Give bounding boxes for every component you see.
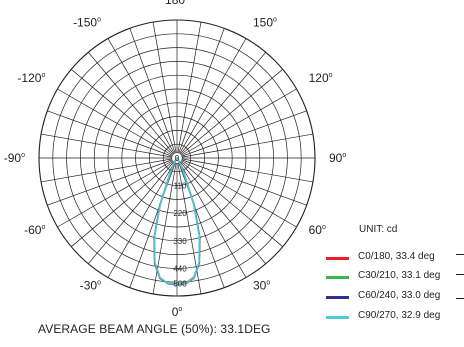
radial-tick-label: 0	[175, 154, 180, 163]
angle-label: -90o	[4, 151, 25, 165]
grid-spoke	[129, 28, 178, 159]
angle-label: 30o	[253, 279, 270, 293]
angle-label: 0o	[172, 305, 183, 319]
angle-label: 120o	[309, 71, 333, 85]
grid-spoke	[176, 157, 283, 247]
radial-tick-label: 110	[174, 182, 187, 191]
unit-label: UNIT: cd	[359, 224, 398, 235]
edge-tick	[456, 254, 464, 255]
legend-swatch-c0	[326, 257, 349, 260]
grid-spoke	[129, 157, 178, 288]
grid-spoke	[47, 110, 178, 159]
grid-spoke	[176, 22, 202, 159]
legend-label-c90: C90/270, 32.9 deg	[358, 310, 441, 321]
angle-label: -150o	[73, 15, 101, 29]
angle-label: 60o	[309, 223, 326, 237]
grid-spoke	[107, 157, 178, 278]
angle-label: -120o	[17, 71, 45, 85]
legend-label-c0: C0/180, 33.4 deg	[358, 251, 435, 262]
radial-tick-label: 220	[173, 209, 187, 218]
grid-spoke	[176, 38, 247, 159]
angle-label: -30o	[80, 279, 101, 293]
grid-spoke	[57, 88, 178, 159]
grid-spoke	[176, 133, 313, 159]
edge-tick	[456, 298, 464, 299]
series-line-3	[153, 157, 201, 285]
legend-swatch-c60	[326, 296, 349, 299]
grid-spoke	[88, 157, 178, 264]
average-beam-angle: AVERAGE BEAM ANGLE (50%): 33.1DEG	[38, 322, 271, 336]
grid-spoke	[57, 157, 178, 228]
angle-label: 90o	[329, 151, 346, 165]
legend-swatch-c30	[326, 276, 349, 279]
grid-spoke	[176, 69, 283, 159]
legend-swatch-c90	[326, 316, 349, 319]
grid-spoke	[176, 110, 307, 159]
grid-spoke	[176, 157, 225, 288]
edge-tick	[456, 274, 464, 275]
radial-tick-label: 330	[173, 237, 187, 246]
grid-spoke	[88, 52, 178, 159]
angle-label: -60o	[24, 223, 45, 237]
grid-spoke	[41, 133, 178, 159]
grid-spoke	[176, 157, 313, 183]
grid-spoke	[71, 157, 178, 247]
angle-label: 150o	[253, 15, 277, 29]
grid-spoke	[176, 157, 307, 206]
grid-spoke	[176, 52, 266, 159]
grid-spoke	[176, 157, 297, 228]
grid-spoke	[47, 157, 178, 206]
radial-tick-label: 440	[173, 264, 187, 273]
grid-spoke	[107, 38, 178, 159]
legend-label-c60: C60/240, 33.0 deg	[358, 290, 441, 301]
grid-spoke	[71, 69, 178, 159]
grid-spoke	[176, 157, 266, 264]
grid-spoke	[176, 157, 247, 278]
grid-spoke	[176, 88, 297, 159]
radial-tick-label: 500	[173, 279, 187, 288]
grid-spoke	[176, 28, 225, 159]
angle-label: 180o	[165, 0, 189, 7]
grid-spoke	[41, 157, 178, 183]
legend-label-c30: C30/210, 33.1 deg	[358, 270, 441, 281]
grid-spoke	[152, 22, 178, 159]
